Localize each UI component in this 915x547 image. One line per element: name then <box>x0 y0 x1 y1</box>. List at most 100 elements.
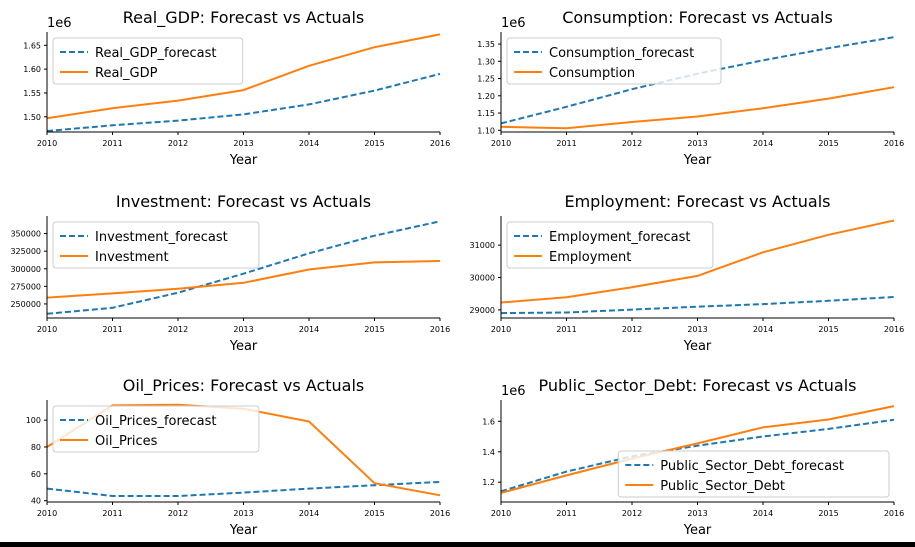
x-tick-label: 2011 <box>556 325 576 334</box>
legend-label: Investment <box>95 250 169 265</box>
x-tick-label: 2012 <box>622 325 642 334</box>
x-tick-label: 2016 <box>884 325 904 334</box>
legend-box <box>52 221 260 269</box>
x-tick-label: 2016 <box>430 139 450 148</box>
x-tick-label: 2012 <box>622 139 642 148</box>
x-tick-label: 2010 <box>491 325 511 334</box>
y-tick-label: 60 <box>31 470 41 479</box>
legend-label: Real_GDP_forecast <box>95 46 217 61</box>
x-tick-label: 2012 <box>168 139 188 148</box>
x-tick-label: 2014 <box>299 509 319 518</box>
x-tick-label: 2015 <box>364 325 384 334</box>
chart-title: Public_Sector_Debt: Forecast vs Actuals <box>539 376 857 396</box>
forecast-line <box>500 418 895 493</box>
subplot-2: Consumption: Forecast vs Actuals 1e6 2010 2… <box>477 8 904 168</box>
y-tick-label: 29000 <box>470 306 495 315</box>
y-tick-label: 1.35 <box>477 40 495 49</box>
subplot-6: Public_Sector_Debt: Forecast vs Actuals 1… <box>482 376 904 538</box>
forecast-line <box>500 296 895 315</box>
x-tick-label: 2014 <box>299 325 319 334</box>
x-tick-label: 2014 <box>753 139 773 148</box>
x-tick-label: 2012 <box>622 509 642 518</box>
x-axis-label: Year <box>683 153 712 168</box>
y-tick-label: 1.4 <box>482 448 495 457</box>
x-tick-label: 2015 <box>818 509 838 518</box>
x-tick-label: 2012 <box>168 509 188 518</box>
legend-label: Employment <box>549 250 631 265</box>
x-tick-label: 2010 <box>491 509 511 518</box>
x-tick-label: 2013 <box>687 139 707 148</box>
forecast-line <box>46 72 441 132</box>
y-tick-label: 1.15 <box>477 109 495 118</box>
y-tick-label: 350000 <box>10 230 41 239</box>
y-tick-label: 1.20 <box>477 92 495 101</box>
legend: Oil_Prices_forecast Oil_Prices <box>52 405 260 453</box>
actual-line <box>500 219 895 304</box>
y-tick-label: 300000 <box>10 265 41 274</box>
x-tick-label: 2011 <box>102 139 122 148</box>
chart-title: Investment: Forecast vs Actuals <box>116 192 371 211</box>
legend-label: Employment_forecast <box>549 230 690 245</box>
x-tick-label: 2011 <box>556 139 576 148</box>
legend-label: Oil_Prices <box>95 434 158 449</box>
legend-label: Public_Sector_Debt_forecast <box>660 459 844 474</box>
legend-box <box>52 37 244 85</box>
x-tick-label: 2011 <box>102 509 122 518</box>
legend-label: Consumption_forecast <box>549 46 694 61</box>
x-tick-label: 2013 <box>233 325 253 334</box>
x-tick-label: 2016 <box>430 325 450 334</box>
axis-offset-label: 1e6 <box>501 16 526 31</box>
subplot-4: Employment: Forecast vs Actuals 2010 2011 2… <box>470 192 905 354</box>
x-tick-label: 2013 <box>687 509 707 518</box>
x-tick-label: 2014 <box>299 139 319 148</box>
legend: Public_Sector_Debt_forecast Public_Sector… <box>617 450 890 498</box>
x-tick-label: 2013 <box>233 139 253 148</box>
forecast-line <box>46 480 441 497</box>
x-axis-label: Year <box>229 523 258 538</box>
axis-offset-label: 1e6 <box>501 384 526 399</box>
chart-title: Real_GDP: Forecast vs Actuals <box>123 8 364 28</box>
y-tick-label: 80 <box>31 443 41 452</box>
chart-title: Oil_Prices: Forecast vs Actuals <box>123 376 364 396</box>
subplot-3: Investment: Forecast vs Actuals 2010 2011 2… <box>10 192 450 354</box>
y-tick-label: 1.6 <box>482 417 495 426</box>
y-tick-label: 1.2 <box>482 478 495 487</box>
legend-label: Real_GDP <box>95 66 158 81</box>
x-tick-label: 2012 <box>168 325 188 334</box>
legend: Consumption_forecast Consumption <box>506 37 722 85</box>
x-tick-label: 2015 <box>364 139 384 148</box>
legend-label: Consumption <box>549 66 635 81</box>
y-tick-label: 100 <box>26 416 41 425</box>
legend-label: Investment_forecast <box>95 230 228 245</box>
chart-title: Employment: Forecast vs Actuals <box>564 192 830 211</box>
y-tick-label: 325000 <box>10 247 41 256</box>
x-tick-label: 2016 <box>884 509 904 518</box>
legend: Investment_forecast Investment <box>52 221 260 269</box>
x-tick-label: 2011 <box>102 325 122 334</box>
axis-offset-label: 1e6 <box>47 16 72 31</box>
y-tick-label: 30000 <box>470 274 495 283</box>
legend-label: Public_Sector_Debt <box>660 479 785 494</box>
y-tick-label: 1.50 <box>23 113 41 122</box>
legend-box <box>506 221 714 269</box>
x-tick-label: 2010 <box>37 139 57 148</box>
x-tick-label: 2011 <box>556 509 576 518</box>
subplot-1: Real_GDP: Forecast vs Actuals 1e6 2010 2011… <box>23 8 450 168</box>
y-tick-label: 31000 <box>470 241 495 250</box>
chart-title: Consumption: Forecast vs Actuals <box>562 8 833 27</box>
y-tick-label: 250000 <box>10 300 41 309</box>
legend-label: Oil_Prices_forecast <box>95 414 217 429</box>
x-tick-label: 2016 <box>884 139 904 148</box>
x-axis-label: Year <box>229 153 258 168</box>
x-tick-label: 2014 <box>753 509 773 518</box>
x-tick-label: 2013 <box>687 325 707 334</box>
actual-line <box>500 405 895 494</box>
subplot-5: Oil_Prices: Forecast vs Actuals 2010 2011 2… <box>26 376 450 538</box>
y-tick-label: 1.25 <box>477 75 495 84</box>
y-tick-label: 1.65 <box>23 41 41 50</box>
legend-box <box>617 450 890 498</box>
x-tick-label: 2013 <box>233 509 253 518</box>
x-axis-label: Year <box>683 339 712 354</box>
